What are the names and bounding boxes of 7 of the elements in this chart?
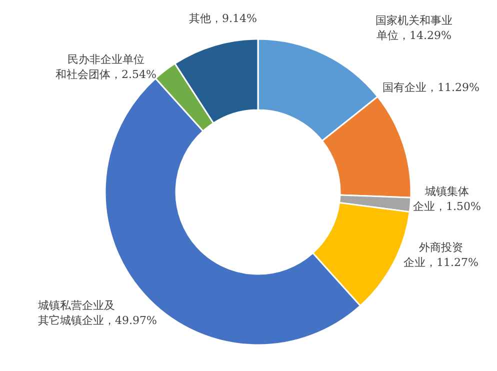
slice-label: 民办非企业单位和社会团体，2.54% [54,52,158,82]
slice-label: 国有企业，11.29% [382,80,480,95]
slice-label: 其他，9.14% [188,11,258,26]
slice-label: 城镇私营企业及其它城镇企业，49.97% [38,298,158,328]
slice-label: 城镇集体企业，1.50% [412,184,482,214]
slice-label: 国家机关和事业单位，14.29% [374,13,454,43]
slice-label: 外商投资企业，11.27% [402,240,480,270]
